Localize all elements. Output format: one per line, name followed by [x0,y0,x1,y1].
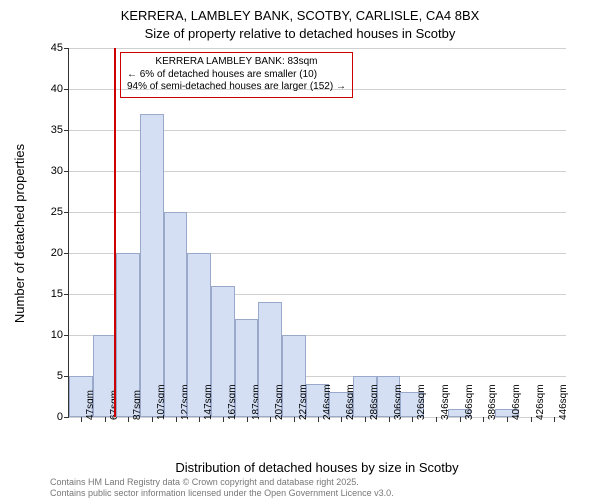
footer-attribution: Contains HM Land Registry data © Crown c… [50,477,394,498]
plot-area: 05101520253035404547sqm67sqm87sqm107sqm1… [68,48,566,418]
xtick-label: 326sqm [416,384,427,420]
ytick-label: 15 [51,288,69,300]
xtick-mark [294,417,295,422]
gridline [69,48,566,49]
xtick-mark [341,417,342,422]
ytick-label: 10 [51,329,69,341]
xtick-mark [105,417,106,422]
footer-line-2: Contains public sector information licen… [50,488,394,498]
xtick-mark [152,417,153,422]
xtick-mark [531,417,532,422]
ytick-label: 30 [51,165,69,177]
xtick-mark [389,417,390,422]
ytick-label: 25 [51,206,69,218]
xtick-mark [365,417,366,422]
x-axis-label: Distribution of detached houses by size … [68,460,566,475]
footer-line-1: Contains HM Land Registry data © Crown c… [50,477,394,487]
xtick-mark [81,417,82,422]
xtick-mark [460,417,461,422]
xtick-mark [176,417,177,422]
xtick-label: 446sqm [558,384,569,420]
ytick-label: 45 [51,42,69,54]
chart-container: KERRERA, LAMBLEY BANK, SCOTBY, CARLISLE,… [0,0,600,500]
y-axis-label-wrap: Number of detached properties [12,48,28,418]
xtick-mark [554,417,555,422]
xtick-mark [128,417,129,422]
xtick-mark [223,417,224,422]
y-axis-label: Number of detached properties [13,143,28,322]
xtick-label: 426sqm [535,384,546,420]
annotation-box: KERRERA LAMBLEY BANK: 83sqm ← 6% of deta… [120,52,353,98]
property-marker-line [114,48,116,417]
xtick-mark [270,417,271,422]
ytick-label: 0 [57,411,69,423]
annotation-line-3: 94% of semi-detached houses are larger (… [127,81,346,94]
annotation-line-1: KERRERA LAMBLEY BANK: 83sqm [127,56,346,69]
chart-title-line1: KERRERA, LAMBLEY BANK, SCOTBY, CARLISLE,… [0,8,600,23]
xtick-label: 366sqm [464,384,475,420]
ytick-label: 40 [51,83,69,95]
histogram-bar [140,114,164,417]
ytick-label: 35 [51,124,69,136]
xtick-mark [507,417,508,422]
xtick-mark [318,417,319,422]
xtick-mark [483,417,484,422]
ytick-label: 20 [51,247,69,259]
annotation-line-2: ← 6% of detached houses are smaller (10) [127,69,346,82]
xtick-mark [199,417,200,422]
xtick-mark [247,417,248,422]
xtick-mark [436,417,437,422]
xtick-mark [412,417,413,422]
xtick-label: 406sqm [511,384,522,420]
ytick-label: 5 [57,370,69,382]
chart-title-line2: Size of property relative to detached ho… [0,26,600,41]
